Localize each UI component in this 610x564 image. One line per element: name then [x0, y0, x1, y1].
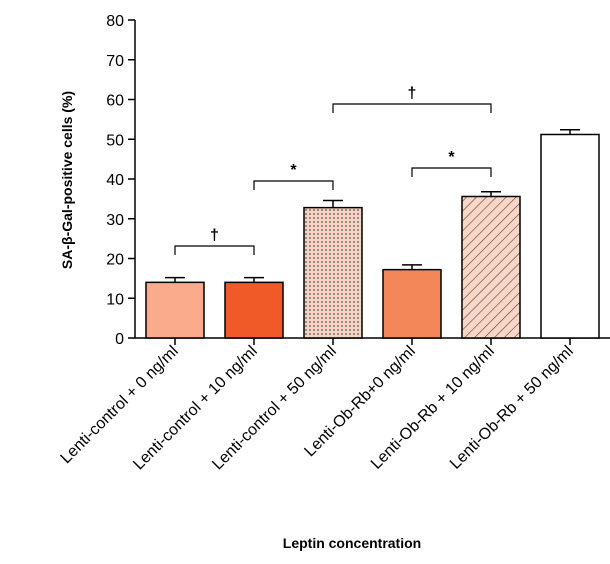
y-tick-label: 70 [106, 53, 124, 70]
significance-bracket [174, 245, 255, 255]
y-tick-label: 60 [106, 93, 124, 110]
significance-mark: † [408, 85, 417, 102]
y-tick-label: 20 [106, 252, 124, 269]
significance-bracket [411, 167, 492, 177]
significance-bracket [332, 103, 492, 113]
significance-mark: * [290, 162, 297, 179]
y-tick-label: 80 [106, 13, 124, 30]
x-axis-label: Leptin concentration [283, 535, 421, 551]
significance-bracket [253, 180, 334, 190]
bar [303, 206, 363, 339]
bar [382, 268, 442, 339]
bar [145, 281, 205, 339]
bar [540, 133, 600, 339]
y-tick-label: 30 [106, 212, 124, 229]
significance-mark: † [210, 227, 219, 244]
y-tick-label: 40 [106, 172, 124, 189]
y-tick-label: 50 [106, 132, 124, 149]
y-tick-label: 0 [115, 331, 124, 348]
bar [224, 281, 284, 339]
y-tick-label: 10 [106, 291, 124, 308]
bar [461, 195, 521, 339]
significance-mark: * [448, 149, 455, 166]
y-axis-label: SA-β-Gal-positive cells (%) [59, 91, 75, 269]
